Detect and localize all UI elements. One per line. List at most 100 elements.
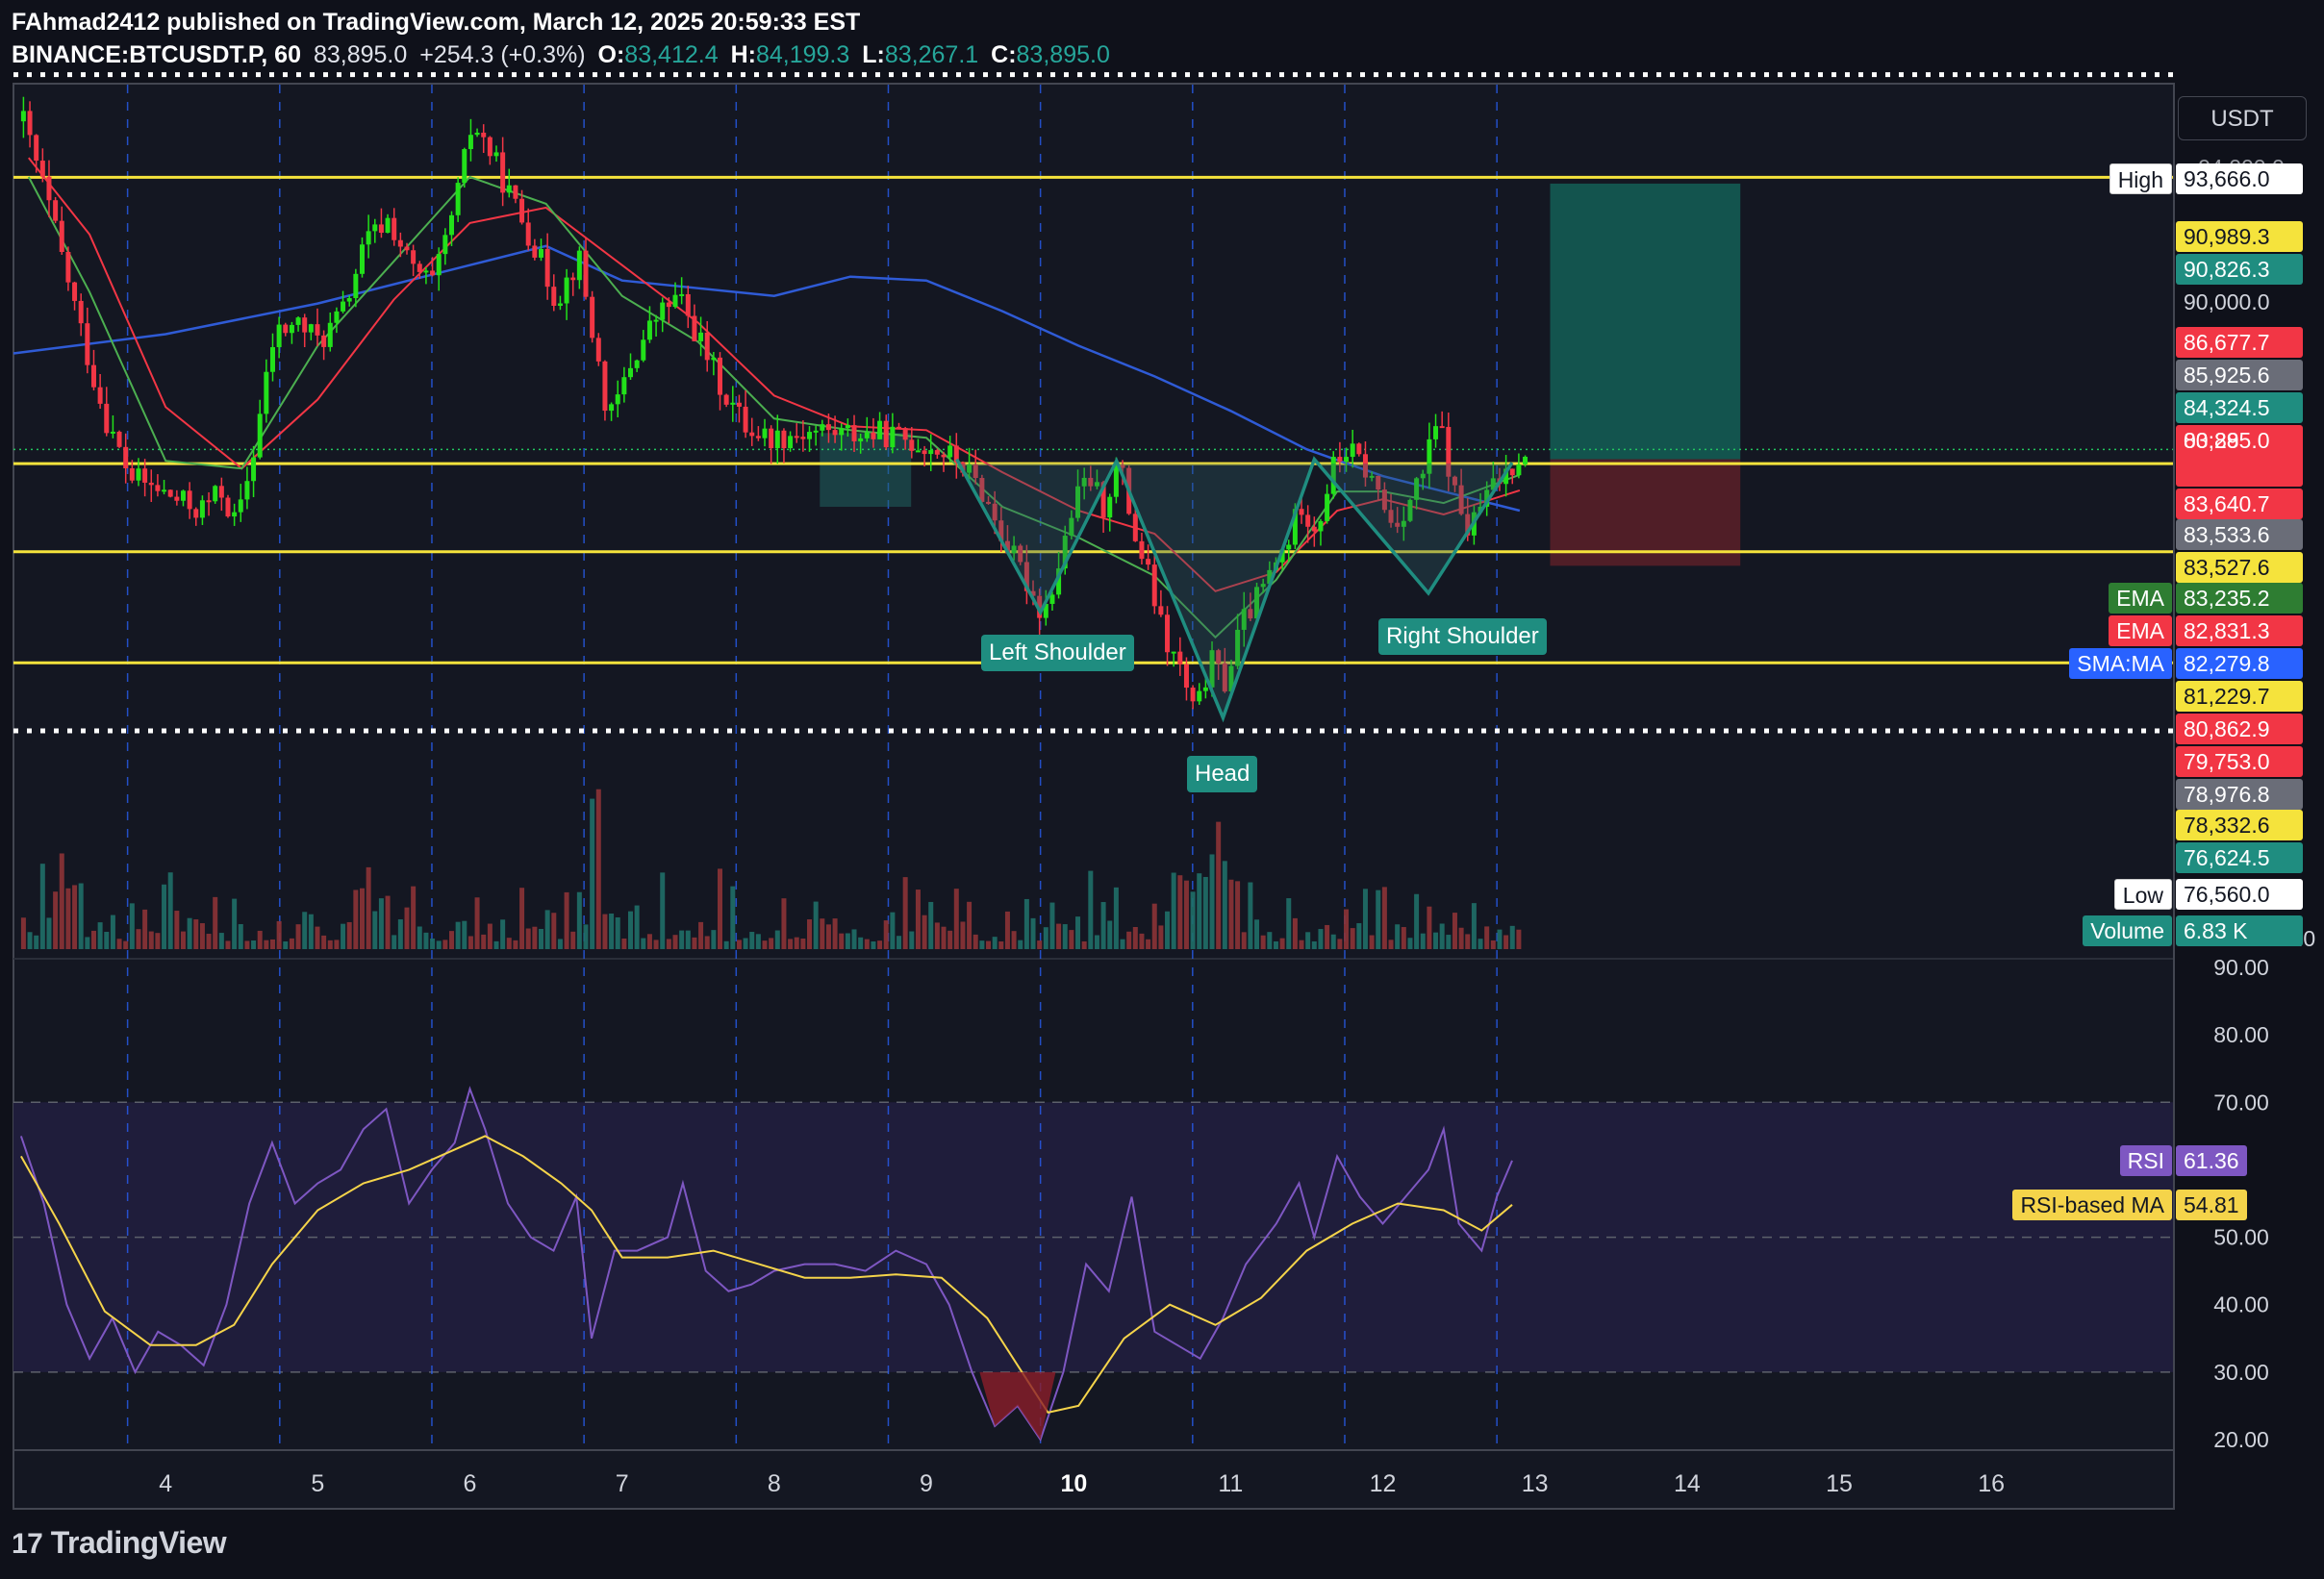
candle-body bbox=[455, 183, 461, 215]
candle-body bbox=[506, 185, 512, 193]
volume-bar bbox=[922, 915, 927, 949]
volume-bar bbox=[1439, 923, 1445, 949]
candle-body bbox=[392, 217, 397, 240]
volume-bar bbox=[1458, 927, 1464, 949]
price-badge-name: SMA:MA bbox=[2069, 648, 2172, 679]
volume-bar bbox=[794, 937, 799, 949]
candle-body bbox=[1465, 514, 1471, 536]
logo-icon: 17 bbox=[12, 1528, 43, 1560]
candle-body bbox=[947, 445, 953, 458]
candle-body bbox=[1395, 522, 1401, 527]
price-badge: 81,229.7 bbox=[2176, 681, 2303, 712]
volume-bar bbox=[1202, 876, 1208, 949]
volume-bar bbox=[78, 883, 84, 949]
currency-selector[interactable]: USDT bbox=[2178, 96, 2307, 140]
volume-bar bbox=[615, 916, 620, 949]
right-shoulder-label[interactable]: Right Shoulder bbox=[1378, 618, 1547, 655]
candle-body bbox=[1158, 606, 1164, 615]
candle-body bbox=[1107, 496, 1113, 518]
candle-body bbox=[1318, 520, 1324, 532]
candle-body bbox=[218, 486, 224, 498]
x-tick-13: 13 bbox=[1522, 1470, 1549, 1497]
volume-bar bbox=[807, 919, 813, 949]
candle-body bbox=[110, 431, 115, 434]
low-value: 83,267.1 bbox=[884, 41, 979, 68]
candle-body bbox=[1043, 603, 1048, 618]
volume-bar bbox=[346, 921, 352, 949]
candle-body bbox=[704, 332, 710, 361]
candle-body bbox=[397, 239, 403, 247]
volume-bar bbox=[142, 909, 148, 949]
volume-bar bbox=[941, 926, 947, 949]
volume-bar bbox=[590, 798, 595, 949]
volume-bar bbox=[992, 937, 998, 949]
candle-body bbox=[1146, 559, 1151, 565]
volume-bar bbox=[327, 940, 333, 949]
high-value: 84,199.3 bbox=[755, 41, 850, 68]
x-tick-6: 6 bbox=[464, 1470, 477, 1497]
volume-bar bbox=[442, 940, 448, 949]
candle-body bbox=[187, 490, 192, 510]
volume-bar bbox=[341, 923, 346, 949]
candle-body bbox=[20, 111, 26, 122]
price-badge: 90,989.3 bbox=[2176, 221, 2303, 252]
rsi-tick-50.00: 50.00 bbox=[2213, 1225, 2269, 1250]
volume-bar bbox=[251, 940, 257, 949]
candle-body bbox=[1197, 690, 1202, 702]
candle-body bbox=[692, 315, 697, 341]
candle-body bbox=[1516, 464, 1522, 476]
price-badge-name: Volume bbox=[2083, 915, 2172, 946]
candle-body bbox=[564, 277, 569, 304]
candle-body bbox=[500, 152, 506, 193]
candle-body bbox=[1337, 457, 1343, 463]
volume-bar bbox=[1011, 931, 1017, 949]
price-badge: 76,624.5 bbox=[2176, 842, 2303, 873]
candle-body bbox=[1299, 509, 1304, 515]
candle-body bbox=[251, 457, 257, 482]
volume-bar bbox=[672, 935, 678, 949]
volume-bar bbox=[800, 938, 806, 949]
volume-bar bbox=[934, 922, 940, 949]
volume-bar bbox=[269, 939, 275, 949]
candle-body bbox=[915, 450, 921, 453]
volume-bar bbox=[180, 931, 186, 949]
candle-body bbox=[334, 311, 340, 323]
rsi-value-badge: 61.36 bbox=[2176, 1144, 2247, 1176]
candle-body bbox=[755, 436, 761, 439]
volume-bar bbox=[909, 931, 915, 949]
volume-bar bbox=[136, 929, 141, 949]
candle-body bbox=[1190, 688, 1196, 702]
candle-body bbox=[448, 214, 454, 236]
candle-body bbox=[1388, 510, 1394, 523]
volume-bar bbox=[877, 940, 883, 949]
candle-body bbox=[417, 263, 422, 272]
candle-body bbox=[462, 149, 467, 184]
stop-zone bbox=[1550, 459, 1741, 566]
tradingview-logo[interactable]: 17 TradingView bbox=[12, 1525, 227, 1561]
volume-bar bbox=[1452, 913, 1457, 949]
volume-bar bbox=[641, 938, 646, 949]
head-label[interactable]: Head bbox=[1187, 756, 1258, 792]
rsi-ma-line bbox=[20, 1135, 1513, 1415]
author-name[interactable]: FAhmad2412 published on TradingView.com,… bbox=[12, 9, 861, 36]
rsi-ma-value-badge: 54.81 bbox=[2176, 1189, 2247, 1220]
candle-body bbox=[1267, 569, 1273, 585]
volume-bar bbox=[1004, 911, 1010, 949]
x-tick-14: 14 bbox=[1674, 1470, 1701, 1497]
candle-body bbox=[813, 430, 819, 433]
ema-slow-line bbox=[28, 157, 1521, 592]
low-label: L: bbox=[862, 41, 885, 68]
open-label: O: bbox=[597, 41, 625, 68]
volume-bar bbox=[1023, 898, 1029, 949]
volume-bar bbox=[1407, 938, 1413, 949]
rsi-tick-80.00: 80.00 bbox=[2213, 1022, 2269, 1047]
symbol-name[interactable]: BINANCE:BTCUSDT.P, 60 bbox=[12, 41, 301, 68]
volume-bar bbox=[493, 940, 499, 949]
candle-body bbox=[1362, 454, 1368, 478]
price-badge: 82,279.8 bbox=[2176, 648, 2303, 679]
price-badge: 86,677.7 bbox=[2176, 327, 2303, 358]
left-shoulder-label[interactable]: Left Shoulder bbox=[981, 635, 1134, 671]
volume-bar bbox=[890, 912, 896, 949]
volume-bar bbox=[448, 931, 454, 949]
